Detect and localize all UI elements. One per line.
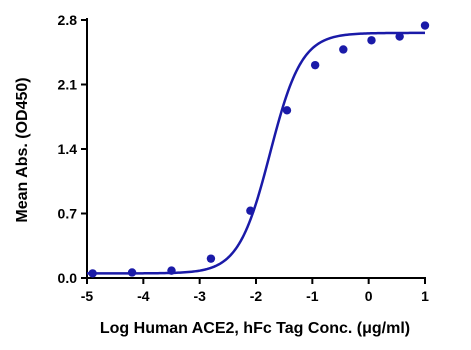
y-tick-label: 2.1	[58, 77, 78, 93]
data-point	[127, 268, 137, 277]
y-tick-label: 0.0	[58, 270, 78, 286]
x-tick-label: -3	[193, 288, 206, 304]
x-tick-label: -5	[81, 288, 94, 304]
data-point	[310, 60, 320, 70]
data-point	[367, 36, 376, 45]
x-tick-label: -1	[306, 288, 319, 304]
data-points	[88, 21, 430, 278]
data-point	[395, 32, 404, 41]
fit-curve-layer	[87, 31, 425, 275]
data-point	[339, 45, 348, 54]
data-point	[88, 269, 97, 278]
data-point	[167, 266, 176, 275]
y-tick-label: 1.4	[58, 141, 78, 157]
x-tick-label: 1	[421, 288, 429, 304]
x-axis-title: Log Human ACE2, hFc Tag Conc. (μg/ml)	[100, 320, 410, 337]
fit-curve	[87, 31, 425, 275]
y-axis-title: Mean Abs. (OD450)	[14, 77, 31, 222]
x-tick-label: 0	[365, 288, 373, 304]
x-tick-label: -2	[250, 288, 263, 304]
data-point	[206, 254, 216, 263]
data-point	[246, 206, 255, 215]
data-point	[420, 21, 430, 30]
axes	[86, 18, 426, 279]
data-point	[282, 106, 292, 115]
y-tick-label: 0.7	[58, 206, 78, 222]
x-tick-label: -4	[137, 288, 150, 304]
y-tick-label: 2.8	[58, 12, 78, 28]
ticks: -5 -4 -3 -2 -1 0 1 0.0 0.7 1.4 2.1 2.8	[58, 12, 430, 304]
